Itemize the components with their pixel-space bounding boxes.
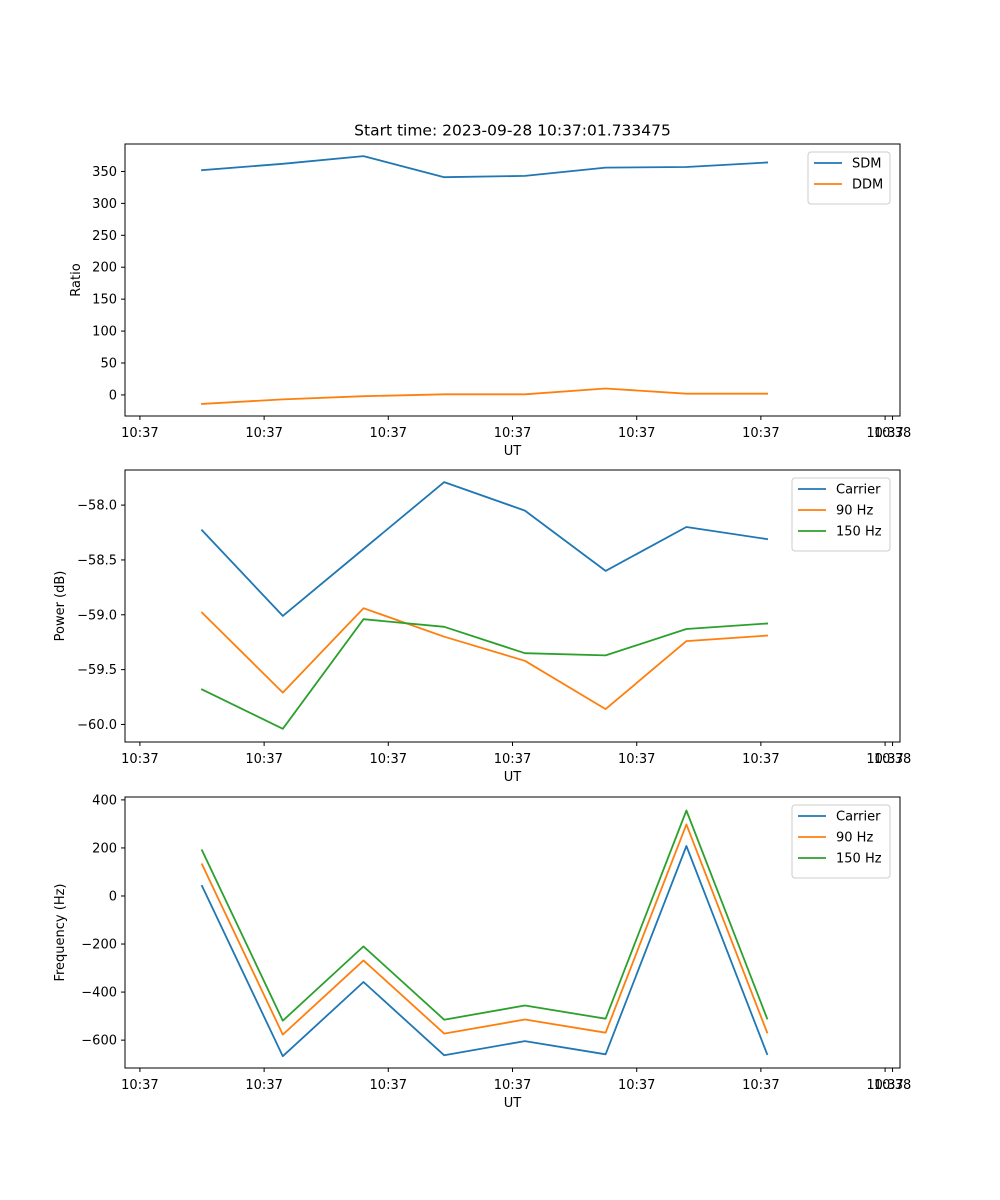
x-tick-label: 10:37 bbox=[742, 426, 779, 441]
y-tick-label: 100 bbox=[92, 325, 117, 340]
x-tick-label: 10:37 bbox=[494, 752, 531, 767]
y-tick-label: 0 bbox=[109, 388, 117, 403]
y-tick-label: 400 bbox=[92, 793, 117, 808]
axes-frame bbox=[124, 469, 901, 743]
legend-box bbox=[791, 477, 891, 552]
legend: Carrier 90 Hz 150 Hz bbox=[791, 804, 891, 879]
y-tick-label: 300 bbox=[92, 197, 117, 212]
y-tick-label: −58.5 bbox=[77, 553, 117, 568]
legend: Carrier 90 Hz 150 Hz bbox=[791, 477, 891, 552]
y-tick-label: 150 bbox=[92, 293, 117, 308]
x-tick-label: 10:37 bbox=[494, 426, 531, 441]
series-line-ddm bbox=[201, 387, 768, 405]
x-tick-label: 10:37 bbox=[742, 752, 779, 767]
x-tick-label: 10:37 bbox=[618, 426, 655, 441]
legend-box bbox=[791, 804, 891, 879]
legend-label: Carrier bbox=[836, 483, 881, 498]
axes-frame bbox=[124, 143, 901, 417]
axes-frame bbox=[124, 796, 901, 1069]
series-line-150-hz bbox=[200, 618, 769, 730]
series-line-90-hz bbox=[200, 607, 769, 710]
legend: SDM DDM bbox=[807, 151, 891, 205]
series-line-carrier bbox=[200, 481, 769, 617]
y-tick-label: −200 bbox=[81, 938, 117, 953]
y-tick-label: −59.0 bbox=[77, 608, 117, 623]
legend-label: SDM bbox=[852, 157, 881, 172]
legend-label: DDM bbox=[852, 178, 883, 193]
x-tick-label: 10:37 bbox=[618, 752, 655, 767]
y-tick-label: −400 bbox=[81, 986, 117, 1001]
y-tick-label: 350 bbox=[92, 165, 117, 180]
subplot-power: 10:37 10:37 10:37 10:37 10:37 10:37 10:3710:38… bbox=[53, 469, 911, 785]
subplot-frequency: 10:37 10:37 10:37 10:37 10:37 10:37 10:3710:38… bbox=[53, 793, 911, 1111]
x-tick-label: 10:37 bbox=[121, 1078, 158, 1093]
x-tick-label: 10:38 bbox=[874, 426, 911, 441]
x-tick-label: 10:37 bbox=[742, 1078, 779, 1093]
x-tick-label: 10:37 bbox=[121, 426, 158, 441]
x-tick-label: 10:37 bbox=[494, 1078, 531, 1093]
x-tick-label: 10:37 bbox=[370, 1078, 407, 1093]
y-tick-label: −58.0 bbox=[77, 499, 117, 514]
legend-label: 90 Hz bbox=[836, 504, 873, 519]
x-tick-label: 10:37 bbox=[370, 752, 407, 767]
y-tick-label: −60.0 bbox=[77, 718, 117, 733]
x-tick-label: 10:37 bbox=[245, 752, 282, 767]
y-axis-label: Ratio bbox=[69, 263, 84, 296]
y-tick-label: −59.5 bbox=[77, 663, 117, 678]
series-line-carrier bbox=[200, 845, 769, 1058]
y-axis-label: Frequency (Hz) bbox=[53, 883, 68, 981]
y-tick-label: 50 bbox=[100, 357, 117, 372]
x-axis-label: UT bbox=[504, 770, 522, 785]
y-tick-label: 250 bbox=[92, 229, 117, 244]
legend-label: Carrier bbox=[836, 810, 881, 825]
series-line-sdm bbox=[201, 155, 769, 179]
legend-label: 150 Hz bbox=[836, 852, 882, 867]
panels: 10:37 10:37 10:37 10:37 10:37 10:37 10:3710:38… bbox=[53, 143, 911, 1111]
y-tick-label: 0 bbox=[109, 889, 117, 904]
subplot-ratio: 10:37 10:37 10:37 10:37 10:37 10:37 10:3710:38… bbox=[69, 143, 911, 459]
legend-box bbox=[807, 151, 891, 205]
x-tick-label: 10:37 bbox=[618, 1078, 655, 1093]
x-tick-label: 10:37 bbox=[866, 1078, 903, 1093]
legend-label: 150 Hz bbox=[836, 525, 882, 540]
x-tick-label: 10:38 bbox=[874, 1078, 911, 1093]
x-axis-label: UT bbox=[504, 1096, 522, 1111]
x-tick-label: 10:37 bbox=[245, 426, 282, 441]
series-line-90-hz bbox=[200, 823, 769, 1036]
y-tick-label: 200 bbox=[92, 261, 117, 276]
x-tick-label: 10:37 bbox=[121, 752, 158, 767]
x-tick-label: 10:37 bbox=[866, 426, 903, 441]
x-axis-label: UT bbox=[504, 444, 522, 459]
x-tick-label: 10:37 bbox=[245, 1078, 282, 1093]
y-tick-label: −600 bbox=[81, 1034, 117, 1049]
x-tick-label: 10:37 bbox=[866, 752, 903, 767]
y-tick-label: 200 bbox=[92, 841, 117, 856]
figure-title: Start time: 2023-09-28 10:37:01.733475 bbox=[354, 122, 671, 140]
x-tick-label: 10:37 bbox=[370, 426, 407, 441]
legend-label: 90 Hz bbox=[836, 831, 873, 846]
y-axis-label: Power (dB) bbox=[53, 571, 68, 642]
series-line-150-hz bbox=[200, 809, 769, 1022]
x-tick-label: 10:38 bbox=[874, 752, 911, 767]
